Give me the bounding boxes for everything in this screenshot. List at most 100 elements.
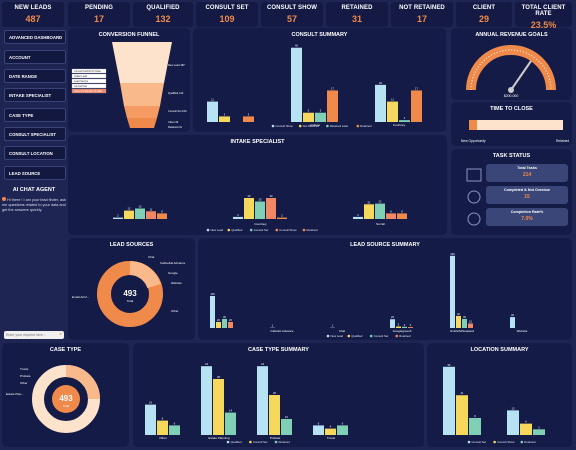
chart-bar[interactable] [266,198,276,219]
donut-slice [129,261,161,289]
bar-value-label: 11 [391,98,394,102]
chart-bar[interactable] [375,84,386,122]
chart-bar[interactable] [277,217,287,219]
chart-bar[interactable] [228,321,233,328]
chart-bar[interactable] [456,395,468,435]
chart-bar[interactable] [244,198,254,219]
chart-bar[interactable] [210,295,215,328]
chart-bar[interactable] [364,204,374,219]
chart-bar[interactable] [375,203,385,219]
chart-bar[interactable] [145,404,156,435]
chart-bar[interactable] [222,318,227,328]
funnel-legend-item[interactable] [71,88,107,94]
chart-bar[interactable] [135,208,145,220]
bar-value-label: 6 [342,421,344,425]
stat-total-tasks: Total Tasks 214 [486,164,568,182]
bar-value-label: 30 [248,194,251,198]
chart-bar[interactable] [396,326,401,328]
sidebar-item-case-type[interactable]: CASE TYPE [4,108,66,122]
chart-bar[interactable] [397,213,407,219]
chart-bar[interactable] [315,112,326,122]
chart-bar[interactable] [390,319,395,328]
bar-value-label: 21 [368,200,371,204]
gauge-needle [510,60,532,91]
funnel-legend-item[interactable] [71,68,107,74]
clipboard-icon [466,168,482,182]
sidebar-item-date-range[interactable]: DATE RANGE [4,69,66,83]
chart-bar[interactable] [157,213,167,219]
chart-bar[interactable] [533,429,545,435]
chart-bar[interactable] [213,379,224,435]
chart-bar[interactable] [313,425,324,435]
chart-bar[interactable] [113,217,123,219]
chart-bar[interactable] [216,321,221,328]
chart-bar[interactable] [257,366,268,435]
bar-value-label: 17 [331,86,334,90]
chart-bar[interactable] [469,417,481,435]
panel-title: CASE TYPE SUMMARY [248,347,309,353]
chart-bar[interactable] [402,326,407,328]
category-label: Googlegreenlt [393,329,412,333]
chart-bar[interactable] [353,216,363,219]
chart-bar[interactable] [124,210,134,219]
chat-message: Hi there ! I am your lead finder, ask me… [2,197,66,213]
chart-bar[interactable] [219,116,230,122]
sidebar-item-consult-specialist[interactable]: CONSULT SPECIALIST [4,127,66,141]
chart-bar[interactable] [507,410,519,435]
funnel-legend-item[interactable] [71,78,107,84]
sidebar-item-account[interactable]: ACCOUNT [4,50,66,64]
funnel-legend-item[interactable] [71,83,107,89]
category-label: Estate Planning [208,436,229,440]
chart-bar[interactable] [450,255,455,328]
chart-bar[interactable] [462,318,467,328]
chart-bar[interactable] [207,101,218,122]
chart-bar[interactable] [510,317,515,328]
sidebar-item-advanced-dashboard[interactable]: ADVANCED DASHBOARD [4,30,66,44]
chart-bar[interactable] [327,90,338,122]
chart-bar[interactable] [387,101,398,122]
intake-chart: 2 3 3 12 30 21 15 25 22 11 30 8 8 2 8 Courtney Sorrell Ne… [113,194,407,232]
chart-bar[interactable] [337,425,348,435]
chat-input[interactable]: Enter your request here... ➤ [4,331,64,339]
kpi-value: 17 [93,14,104,24]
chart-bar[interactable] [468,323,473,328]
bar-value-label: 3 [538,425,540,429]
chart-bar[interactable] [386,213,396,219]
slice-label: Chat [148,255,155,259]
bar-value-label: 3 [237,213,239,217]
category-label: Probate [270,436,281,440]
chart-bar[interactable] [520,423,532,435]
chart-bar[interactable] [255,201,265,220]
chart-bar[interactable] [303,112,314,122]
bar-value-label: 2 [117,214,119,218]
chart-bar[interactable] [408,327,413,328]
bar-value-label: 29 [391,315,394,319]
consult-summary-panel: CONSULT SUMMARY 11 40 20 3 5 11 5 1 3 17 17 Andrew C… [193,28,446,132]
chart-bar[interactable] [456,315,461,328]
chart-bar[interactable] [269,395,280,435]
send-icon[interactable]: ➤ [59,332,62,336]
bar-value-label: 20 [229,318,232,322]
chart-bar[interactable] [169,425,180,435]
chart-bar[interactable] [146,211,156,219]
chart-bar[interactable] [325,428,336,435]
category-label: Courtney [254,222,267,226]
sidebar-item-consult-location[interactable]: CONSULT LOCATION [4,146,66,160]
funnel-legend-label: Consult Set/Not To Date [74,70,101,73]
chart-bar[interactable] [157,420,168,435]
chart-bar[interactable] [201,366,212,435]
chart-bar[interactable] [443,366,455,435]
chart-bar[interactable] [243,116,254,122]
chart-bar[interactable] [399,120,410,122]
chart-bar[interactable] [291,47,302,122]
chart-bar[interactable] [233,216,243,219]
chart-bar[interactable] [411,90,422,122]
sidebar-item-intake-specialist[interactable]: INTAKE SPECIALIST [4,88,66,102]
kpi-value: 132 [155,14,171,24]
chart-bar[interactable] [225,412,236,435]
sidebar-item-lead-source[interactable]: LEAD SOURCE [4,166,66,180]
funnel-legend-item[interactable] [71,73,107,79]
stat-value: 7.0% [521,216,533,222]
kpi-not-retained: NOT RETAINED 17 [391,2,453,27]
chart-bar[interactable] [281,419,292,435]
